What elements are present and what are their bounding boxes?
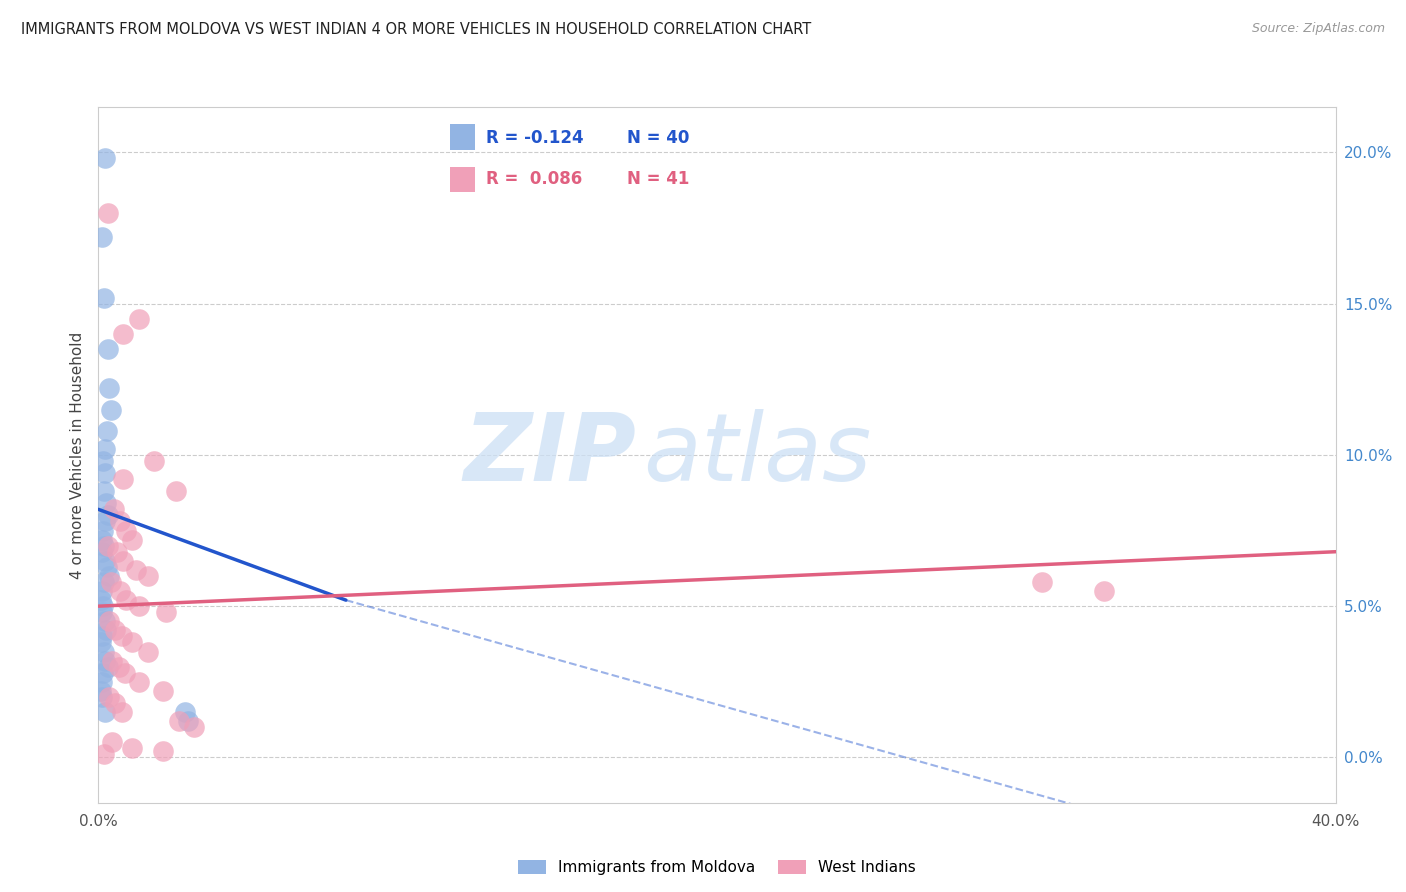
Point xyxy=(136,569,159,583)
Point xyxy=(121,741,143,756)
Point xyxy=(152,684,174,698)
Point xyxy=(101,735,124,749)
Text: atlas: atlas xyxy=(643,409,872,500)
Point xyxy=(121,635,143,649)
Text: ZIP: ZIP xyxy=(464,409,637,501)
Point xyxy=(143,454,166,468)
Point xyxy=(93,515,115,529)
Point xyxy=(93,615,115,629)
Legend: Immigrants from Moldova, West Indians: Immigrants from Moldova, West Indians xyxy=(519,860,915,875)
Point xyxy=(90,533,112,547)
Point xyxy=(93,291,115,305)
Point xyxy=(90,635,112,649)
Point xyxy=(91,230,114,244)
Point xyxy=(103,502,125,516)
Point xyxy=(91,584,114,599)
Point xyxy=(174,705,197,719)
Text: N = 40: N = 40 xyxy=(627,128,689,146)
Point xyxy=(115,524,138,538)
Text: R = -0.124: R = -0.124 xyxy=(486,128,583,146)
Point xyxy=(97,659,120,673)
Point xyxy=(107,659,129,673)
Point xyxy=(121,533,143,547)
Point xyxy=(91,545,114,559)
Point xyxy=(100,574,122,589)
Point xyxy=(152,744,174,758)
Point xyxy=(97,508,120,523)
Point xyxy=(1031,574,1053,589)
Text: R =  0.086: R = 0.086 xyxy=(486,170,582,188)
Point xyxy=(90,593,112,607)
Point xyxy=(93,442,115,456)
Point xyxy=(183,720,205,734)
Point xyxy=(167,714,190,728)
Point xyxy=(96,496,118,510)
Point xyxy=(1092,584,1115,599)
Point xyxy=(93,644,115,658)
Point xyxy=(101,654,124,668)
Point xyxy=(91,599,114,614)
Point xyxy=(93,747,115,762)
Point xyxy=(98,615,121,629)
Point xyxy=(97,342,120,356)
Point xyxy=(111,629,134,643)
Point xyxy=(94,654,117,668)
Point xyxy=(136,644,159,658)
Point xyxy=(96,624,118,638)
Text: IMMIGRANTS FROM MOLDOVA VS WEST INDIAN 4 OR MORE VEHICLES IN HOUSEHOLD CORRELATI: IMMIGRANTS FROM MOLDOVA VS WEST INDIAN 4… xyxy=(21,22,811,37)
Point xyxy=(91,665,114,680)
Point xyxy=(93,574,115,589)
Point xyxy=(115,593,138,607)
Point xyxy=(93,539,115,553)
Point xyxy=(108,584,131,599)
Point xyxy=(128,311,150,326)
Point xyxy=(90,684,112,698)
Point xyxy=(98,381,121,395)
Point xyxy=(128,674,150,689)
Point xyxy=(112,472,135,486)
Point xyxy=(91,690,114,704)
Text: Source: ZipAtlas.com: Source: ZipAtlas.com xyxy=(1251,22,1385,36)
Point xyxy=(91,629,114,643)
Point xyxy=(98,569,121,583)
Point xyxy=(124,563,146,577)
Point xyxy=(111,705,134,719)
Point xyxy=(105,545,128,559)
Point xyxy=(104,696,127,710)
Point xyxy=(96,424,118,438)
Point xyxy=(94,152,117,166)
FancyBboxPatch shape xyxy=(450,125,475,150)
Point xyxy=(112,326,135,341)
Point xyxy=(94,554,117,568)
Point xyxy=(112,554,135,568)
Y-axis label: 4 or more Vehicles in Household: 4 or more Vehicles in Household xyxy=(69,331,84,579)
Point xyxy=(155,605,177,619)
Point xyxy=(104,624,127,638)
Point xyxy=(177,714,200,728)
Point xyxy=(94,466,117,480)
Text: N = 41: N = 41 xyxy=(627,170,689,188)
Point xyxy=(108,515,131,529)
Point xyxy=(98,690,121,704)
Point xyxy=(91,454,114,468)
Point xyxy=(97,206,120,220)
Point xyxy=(165,484,187,499)
Point xyxy=(97,539,120,553)
Point xyxy=(114,665,136,680)
Point xyxy=(90,605,112,619)
Point xyxy=(96,559,118,574)
Point xyxy=(93,705,115,719)
Point xyxy=(91,524,114,538)
Point xyxy=(93,484,115,499)
Point xyxy=(128,599,150,614)
Point xyxy=(100,402,122,417)
FancyBboxPatch shape xyxy=(450,167,475,192)
Point xyxy=(90,674,112,689)
